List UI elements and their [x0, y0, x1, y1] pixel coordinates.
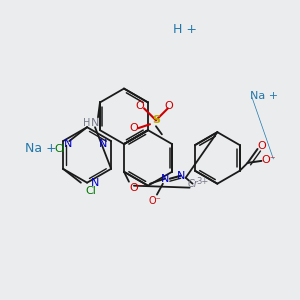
Text: H: H [83, 118, 91, 128]
Text: Cr: Cr [187, 179, 198, 189]
Text: O⁻: O⁻ [261, 155, 276, 165]
Text: O: O [164, 101, 173, 111]
Text: N: N [91, 118, 99, 128]
Text: O: O [257, 141, 266, 151]
Text: N: N [176, 171, 185, 181]
Text: O: O [130, 123, 139, 133]
Text: H +: H + [173, 22, 197, 36]
Text: Na +: Na + [25, 142, 57, 154]
Text: S: S [152, 115, 160, 125]
Text: O⁻: O⁻ [148, 196, 161, 206]
Text: Cl: Cl [85, 186, 96, 196]
Text: Cl: Cl [54, 144, 65, 154]
Text: 3+: 3+ [196, 177, 208, 186]
Text: N: N [64, 139, 72, 149]
Text: O⁻: O⁻ [130, 183, 144, 193]
Text: O: O [136, 101, 145, 111]
Text: Na +: Na + [250, 91, 278, 100]
Text: N: N [91, 178, 99, 188]
Text: N: N [161, 174, 169, 184]
Text: N: N [99, 139, 107, 149]
